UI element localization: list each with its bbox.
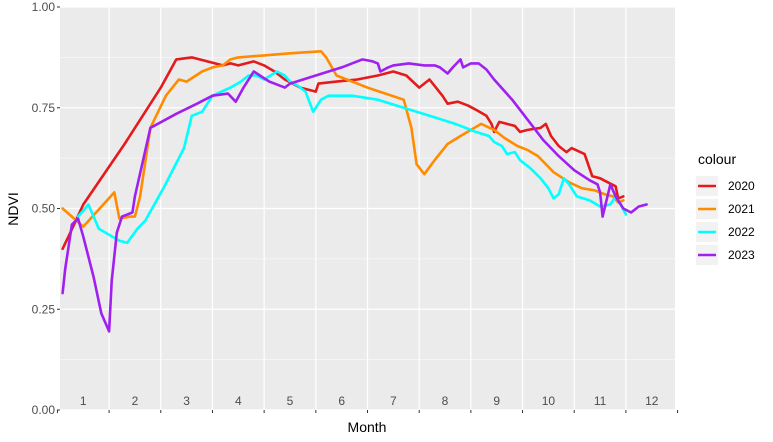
y-axis: 0.00 0.25 0.50 0.75 1.00 [32,0,60,417]
legend-label-2022: 2022 [728,225,755,239]
x-tick-label: 8 [442,394,449,408]
y-axis-title: NDVI [5,192,21,225]
x-axis-title: Month [348,419,387,435]
x-tick-label: 4 [235,394,242,408]
legend: colour 2020 2021 2022 2023 [696,151,755,265]
series-lines [61,50,648,333]
x-tick-label: 1 [80,394,87,408]
x-tick-label: 5 [287,394,294,408]
legend-label-2023: 2023 [728,248,755,262]
x-tick-label: 3 [183,394,190,408]
y-tick-label: 0.75 [32,101,56,115]
x-tick-label: 9 [493,394,500,408]
legend-label-2020: 2020 [728,179,755,193]
x-tick-label: 12 [645,394,659,408]
series-line-2023 [61,58,648,333]
x-tick-label: 10 [542,394,556,408]
x-tick-label: 11 [594,394,607,408]
legend-label-2021: 2021 [728,202,755,216]
y-tick-label: 0.50 [32,202,56,216]
series-line-2021 [61,50,625,228]
x-tick-label: 2 [132,394,139,408]
y-tick-label: 1.00 [32,0,56,14]
x-axis: 1 2 3 4 5 6 7 8 9 10 11 12 [56,394,679,413]
grid-lines [60,6,675,411]
x-tick-label: 7 [390,394,397,408]
y-tick-label: 0.25 [32,302,56,316]
x-tick-label: 6 [338,394,345,408]
legend-title: colour [698,151,736,167]
series-line-2022 [76,70,628,245]
y-tick-label: 0.00 [32,403,56,417]
